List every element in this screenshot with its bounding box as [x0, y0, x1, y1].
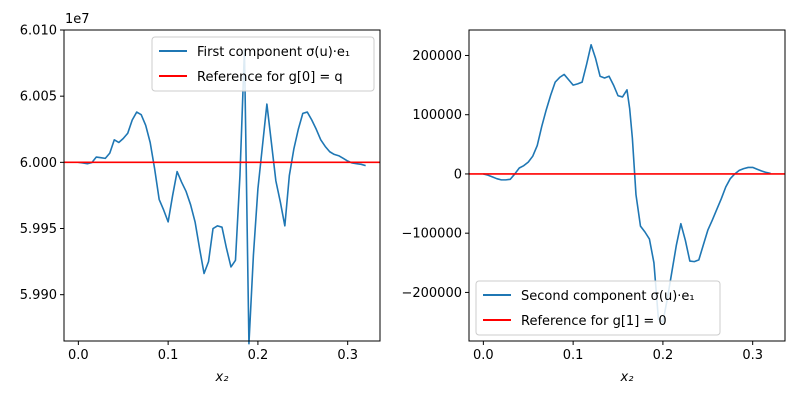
- x-tick-label: 0.1: [158, 348, 179, 363]
- legend-label-second-component: Second component σ(u)·e₁: [521, 289, 695, 304]
- legend-label-first-component: First component σ(u)·e₁: [197, 45, 350, 60]
- axes-frame-second: [468, 29, 786, 342]
- axes-frame-first: [63, 29, 381, 342]
- chart-panel-second: 0.0 0.1 0.2 0.3−200000−1000000100000200000 …: [401, 29, 786, 385]
- x-axis-label: x₂: [620, 370, 634, 385]
- y-offset-label: 1e7: [65, 12, 90, 27]
- x-tick-label: 0.0: [473, 348, 494, 363]
- legend-box: [151, 36, 375, 92]
- x-tick-label: 0.3: [742, 348, 763, 363]
- y-tick-label: 6.005: [20, 90, 57, 105]
- plot-area-second: 0.0 0.1 0.2 0.3 −200000 −100000 0 100000 200000: [401, 44, 785, 363]
- y-tick-label: 0: [454, 167, 462, 182]
- chart-panel-first: 1e7 0.0 0.1 0.2 0.3 5.990 5.995 6.000 6.005 6.01…: [20, 12, 381, 385]
- series-line-component: [483, 44, 771, 323]
- x-tick-label: 0.0: [68, 348, 89, 363]
- plot-area-first: 0.0 0.1 0.2 0.3 5.990 5.995 6.000 6.005 6.010: [20, 24, 380, 363]
- legend-label-reference: Reference for g[0] = q: [197, 70, 343, 85]
- x-tick-label: 0.1: [563, 348, 584, 363]
- y-tick-label: 6.010: [20, 24, 57, 39]
- y-tick-label: 5.990: [20, 288, 57, 303]
- y-tick-label: −100000: [401, 227, 462, 242]
- y-tick-label: 6.000: [20, 156, 57, 171]
- y-tick-label: 5.995: [20, 222, 57, 237]
- y-tick-label: 200000: [412, 49, 462, 64]
- series-line-component: [78, 49, 366, 345]
- y-tick-label: −200000: [401, 286, 462, 301]
- x-axis-label: x₂: [215, 370, 229, 385]
- y-tick-label: 100000: [412, 108, 462, 123]
- x-tick-label: 0.3: [337, 348, 358, 363]
- legend-label-reference: Reference for g[1] = 0: [521, 314, 667, 329]
- legend-first: First component σ(u)·e₁ Reference for g[…: [151, 36, 375, 92]
- legend-second: Second component σ(u)·e₁ Reference for g…: [475, 280, 721, 336]
- legend-box: [475, 280, 721, 336]
- x-tick-label: 0.2: [653, 348, 674, 363]
- x-tick-label: 0.2: [248, 348, 269, 363]
